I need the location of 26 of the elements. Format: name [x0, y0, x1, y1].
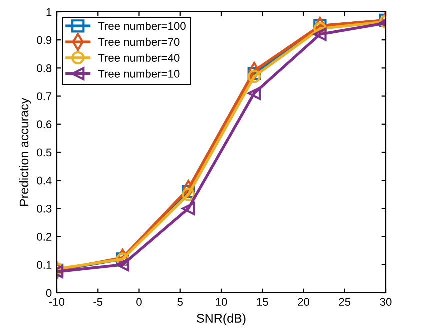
x-tick-label: 5 — [178, 298, 183, 306]
legend-label: Tree number=40 — [98, 54, 180, 62]
x-tick-label: 10 — [216, 298, 228, 306]
legend-label: Tree number=100 — [98, 22, 186, 30]
x-tick-label: -5 — [94, 298, 103, 306]
x-tick-label: 30 — [380, 298, 392, 306]
y-tick-label: 0.1 — [37, 261, 52, 270]
y-axis-title: Prediction accuracy — [19, 98, 32, 206]
x-tick-label: 0 — [136, 298, 142, 306]
y-tick-label: 0 — [46, 289, 52, 298]
x-tick-label: 20 — [298, 298, 310, 306]
y-tick-label: 0.8 — [37, 64, 52, 72]
y-tick-label: 0.6 — [37, 120, 52, 129]
y-tick-label: 0.3 — [37, 204, 52, 213]
legend-label: Tree number=10 — [98, 70, 180, 78]
legend-label: Tree number=70 — [98, 38, 180, 46]
y-tick-label: 0.4 — [37, 176, 52, 185]
y-tick-label: 1 — [46, 8, 52, 16]
x-axis-title: SNR(dB) — [197, 314, 246, 326]
y-tick-label: 0.7 — [37, 92, 52, 100]
y-tick-label: 0.9 — [37, 36, 52, 44]
x-tick-label: -10 — [49, 298, 65, 306]
y-tick-label: 0.5 — [37, 148, 52, 157]
x-tick-label: 15 — [257, 298, 268, 306]
x-tick-label: 25 — [339, 298, 351, 306]
y-tick-label: 0.2 — [37, 233, 52, 241]
